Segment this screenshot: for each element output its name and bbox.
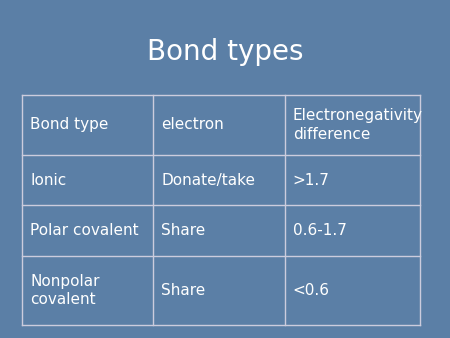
Text: Ionic: Ionic: [30, 173, 66, 188]
Text: Bond types: Bond types: [147, 38, 303, 66]
Text: <0.6: <0.6: [292, 283, 330, 298]
Text: 0.6-1.7: 0.6-1.7: [292, 223, 346, 238]
Text: Nonpolar
covalent: Nonpolar covalent: [30, 274, 99, 307]
Text: Bond type: Bond type: [30, 117, 108, 132]
Text: Share: Share: [162, 283, 206, 298]
Text: Electronegativity
difference: Electronegativity difference: [292, 108, 423, 142]
Text: Donate/take: Donate/take: [162, 173, 255, 188]
Text: Polar covalent: Polar covalent: [30, 223, 139, 238]
Text: Share: Share: [162, 223, 206, 238]
Text: >1.7: >1.7: [292, 173, 329, 188]
Text: electron: electron: [162, 117, 224, 132]
